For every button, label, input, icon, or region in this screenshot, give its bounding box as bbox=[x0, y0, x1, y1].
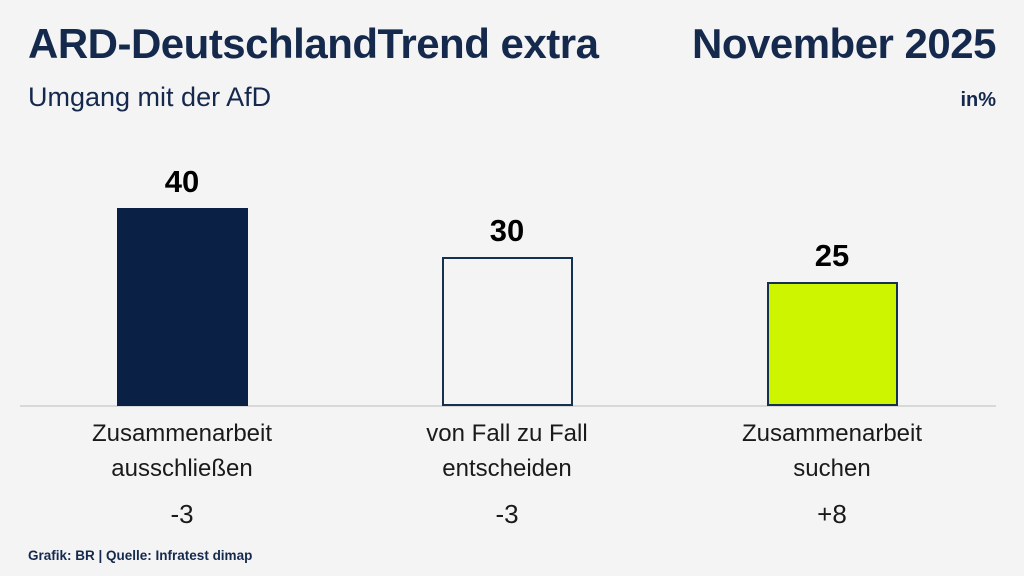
chart-subtitle: Umgang mit der AfD bbox=[28, 82, 272, 112]
bar-value-label: 30 bbox=[489, 213, 525, 248]
source-credit: Grafik: BR | Quelle: Infratest dimap bbox=[28, 548, 253, 563]
bar-area: 40 bbox=[32, 0, 332, 406]
label-area: Zusammenarbeit suchen +8 bbox=[658, 416, 1006, 530]
bar-area: 25 bbox=[682, 0, 982, 406]
bar-area: 30 bbox=[357, 0, 657, 406]
bar-chartreuse bbox=[766, 282, 898, 406]
category-label: Zusammenarbeit suchen bbox=[741, 420, 923, 482]
bar-value-label: 40 bbox=[164, 164, 200, 199]
category-label: Zusammenarbeit ausschließen bbox=[91, 420, 273, 482]
survey-date: November 2025 bbox=[691, 20, 997, 67]
change-label: -3 bbox=[495, 499, 519, 529]
bar-group-zusammenarbeit-suchen: 25 Zusammenarbeit suchen +8 bbox=[682, 0, 982, 576]
bar-value-label: 25 bbox=[814, 238, 850, 273]
category-label: von Fall zu Fall entscheiden bbox=[426, 420, 588, 482]
unit-label: in% bbox=[960, 89, 996, 111]
label-area: von Fall zu Fall entscheiden -3 bbox=[333, 416, 681, 530]
page-title: ARD-DeutschlandTrend extra bbox=[28, 20, 599, 67]
label-area: Zusammenarbeit ausschließen -3 bbox=[8, 416, 356, 530]
bar-solid-navy bbox=[116, 208, 248, 406]
header: ARD-DeutschlandTrend extra November 2025 bbox=[28, 20, 997, 68]
change-label: +8 bbox=[817, 499, 847, 529]
chart-baseline bbox=[20, 405, 996, 407]
subheader: Umgang mit der AfD in% bbox=[28, 82, 996, 113]
bar-outline bbox=[441, 257, 573, 406]
bar-group-von-fall-zu-fall: 30 von Fall zu Fall entscheiden -3 bbox=[357, 0, 657, 576]
bar-group-zusammenarbeit-ausschliessen: 40 Zusammenarbeit ausschließen -3 bbox=[32, 0, 332, 576]
change-label: -3 bbox=[170, 499, 194, 529]
